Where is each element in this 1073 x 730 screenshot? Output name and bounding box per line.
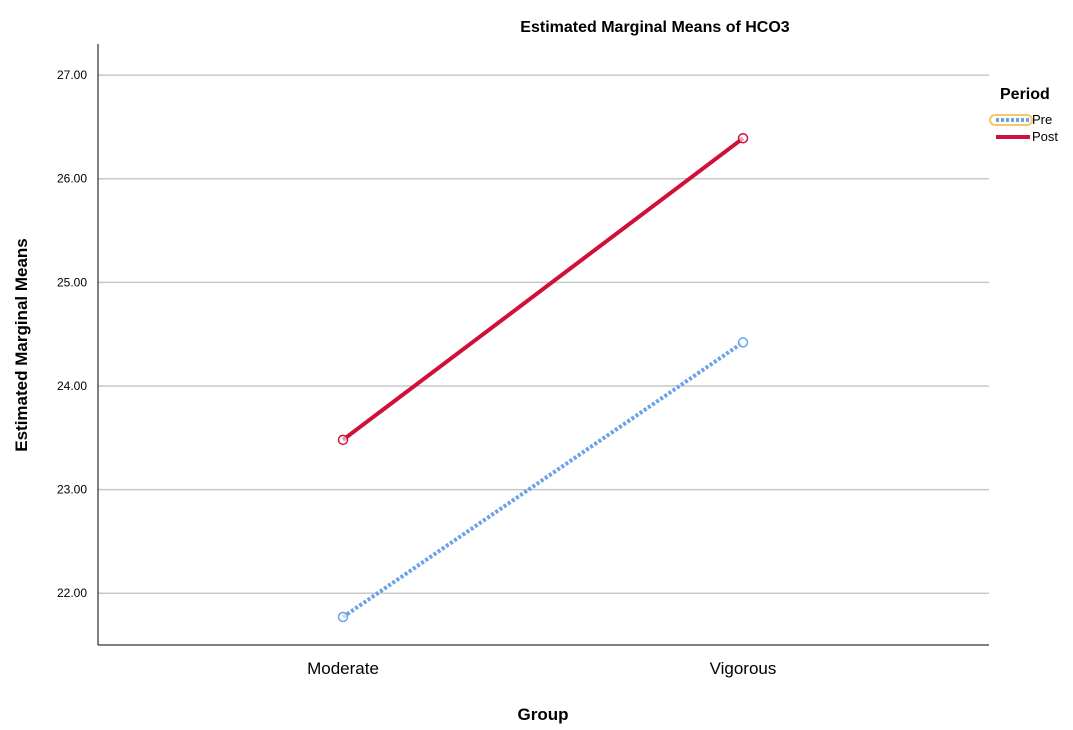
x-tick-label: Moderate bbox=[307, 659, 379, 678]
legend-highlight bbox=[989, 114, 1033, 126]
x-tick-label: Vigorous bbox=[710, 659, 777, 678]
y-tick-label: 26.00 bbox=[57, 172, 87, 186]
y-tick-label: 25.00 bbox=[57, 275, 87, 289]
data-point-pre bbox=[737, 337, 749, 348]
series-pre bbox=[337, 337, 749, 623]
x-axis-label: Group bbox=[518, 705, 569, 724]
y-tick-labels: 22.00 23.00 24.00 25.00 26.00 27.00 bbox=[57, 68, 87, 600]
legend: Period Pre Post bbox=[989, 86, 1058, 144]
y-tick-label: 23.00 bbox=[57, 483, 87, 497]
legend-items: Pre Post bbox=[989, 112, 1058, 144]
data-point-pre bbox=[337, 611, 349, 623]
legend-item-post: Post bbox=[996, 129, 1058, 144]
gridlines bbox=[98, 74, 989, 594]
legend-label: Post bbox=[1032, 129, 1058, 144]
series-line-pre bbox=[341, 340, 745, 619]
series-lines bbox=[337, 133, 749, 623]
y-axis-label: Estimated Marginal Means bbox=[12, 238, 31, 452]
x-tick-labels: Moderate Vigorous bbox=[307, 659, 776, 678]
y-tick-label: 24.00 bbox=[57, 379, 87, 393]
chart-title: Estimated Marginal Means of HCO3 bbox=[520, 19, 789, 36]
legend-label: Pre bbox=[1032, 112, 1052, 127]
legend-item-pre: Pre bbox=[989, 112, 1052, 127]
y-tick-label: 22.00 bbox=[57, 586, 87, 600]
data-point-post bbox=[337, 434, 349, 446]
legend-title: Period bbox=[1000, 86, 1050, 103]
y-tick-label: 27.00 bbox=[57, 68, 87, 82]
series-line-post bbox=[341, 136, 745, 442]
data-point-post bbox=[737, 133, 749, 144]
series-post bbox=[337, 133, 749, 446]
